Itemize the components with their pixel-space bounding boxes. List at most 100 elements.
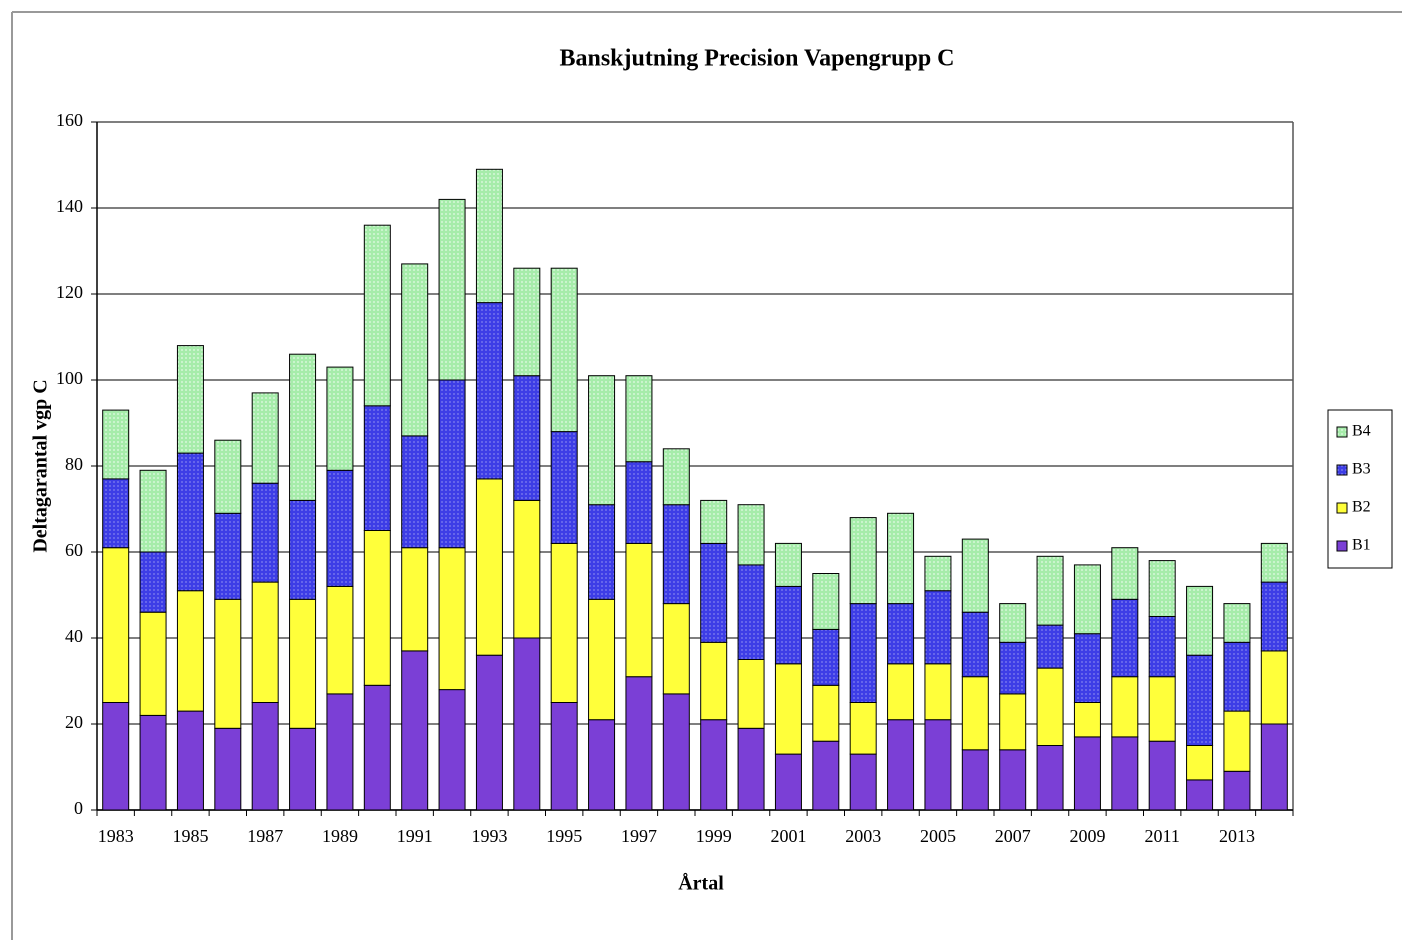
bar-segment [363,530,391,686]
y-tick-label: 120 [56,282,83,302]
bar-segment [588,719,616,811]
bar-segment [251,392,279,484]
bar-segment [662,603,690,695]
x-tick-label: 2011 [1145,826,1180,846]
y-tick-label: 0 [74,798,83,818]
bar-segment [401,263,429,437]
legend-swatch [1336,464,1348,476]
bar-segment [1260,723,1288,811]
bar-segment [774,542,802,587]
bar-segment [438,689,466,811]
x-tick-label: 1985 [172,826,208,846]
bar-segment [176,710,204,811]
bar-segment [1148,676,1176,742]
bar-segment [924,555,952,592]
y-tick-label: 80 [65,454,83,474]
bar-segment [999,749,1027,811]
bar-segment [999,641,1027,695]
bar-segment [887,603,915,665]
chart-title: Banskjutning Precision Vapengrupp C [559,46,954,72]
bar-segment [924,590,952,665]
bar-segment [625,676,653,811]
bar-segment [289,727,317,811]
bar-segment [289,499,317,600]
x-tick-label: 1991 [397,826,433,846]
x-tick-label: 2013 [1219,826,1255,846]
bar-segment [1223,710,1251,772]
bar-segment [176,590,204,712]
legend-label: B4 [1352,423,1371,440]
bar-segment [401,435,429,549]
bar-segment [961,749,989,811]
bar-segment [887,719,915,811]
bar-segment [700,542,728,643]
bar-segment [102,409,130,480]
bar-segment [214,512,242,600]
bar-segment [887,512,915,605]
bar-segment [1186,779,1214,811]
bar-segment [513,499,541,639]
bar-segment [924,719,952,811]
bar-segment [812,573,840,630]
bar-segment [700,499,728,544]
bar-segment [849,753,877,811]
bar-segment [737,659,765,729]
bar-segment [513,267,541,377]
bar-segment [251,482,279,583]
bar-segment [401,650,429,811]
bar-segment [214,727,242,811]
bar-segment [812,740,840,811]
bar-segment [1073,633,1101,704]
y-tick-label: 140 [56,196,83,216]
y-tick-label: 20 [65,712,83,732]
bar-segment [475,654,503,811]
bar-segment [1148,560,1176,617]
bar-segment [737,564,765,661]
bar-segment [326,469,354,587]
bar-segment [812,684,840,742]
bar-segment [401,547,429,652]
bar-segment [363,224,391,407]
bar-segment [102,478,130,549]
bar-segment [625,542,653,678]
bar-segment [961,611,989,678]
legend-label: B1 [1352,537,1371,554]
bar-segment [513,375,541,501]
bar-segment [1260,542,1288,583]
bar-segment [1111,736,1139,811]
bar-segment [475,168,503,304]
bar-segment [662,504,690,605]
bar-segment [625,461,653,544]
bar-segment [625,375,653,463]
x-tick-label: 2005 [920,826,956,846]
bar-segment [326,366,354,471]
bar-segment [139,611,167,716]
bar-segment [774,753,802,811]
bar-segment [102,702,130,811]
bar-segment [363,405,391,531]
x-tick-label: 1989 [322,826,358,846]
bar-segment [513,637,541,811]
bar-segment [588,504,616,600]
bar-segment [662,448,690,506]
x-tick-label: 1997 [621,826,657,846]
bar-segment [139,551,167,613]
bar-segment [774,585,802,665]
bar-segment [1111,598,1139,678]
bar-segment [176,345,204,454]
y-tick-label: 100 [56,368,83,388]
bar-segment [849,517,877,605]
bar-segment [214,598,242,729]
bar-segment [1260,650,1288,725]
bar-segment [1073,736,1101,811]
legend-swatch [1336,502,1348,514]
y-tick-label: 160 [56,110,83,130]
x-tick-label: 2001 [770,826,806,846]
bar-segment [662,693,690,811]
bar-segment [737,504,765,566]
bar-segment [176,452,204,592]
bar-segment [588,598,616,721]
legend-swatch [1336,426,1348,438]
x-tick-label: 1993 [471,826,507,846]
